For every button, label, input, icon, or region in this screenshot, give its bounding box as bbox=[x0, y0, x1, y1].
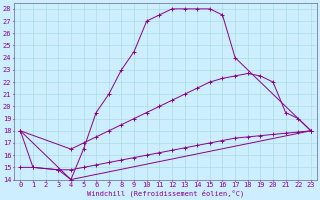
X-axis label: Windchill (Refroidissement éolien,°C): Windchill (Refroidissement éolien,°C) bbox=[87, 190, 244, 197]
